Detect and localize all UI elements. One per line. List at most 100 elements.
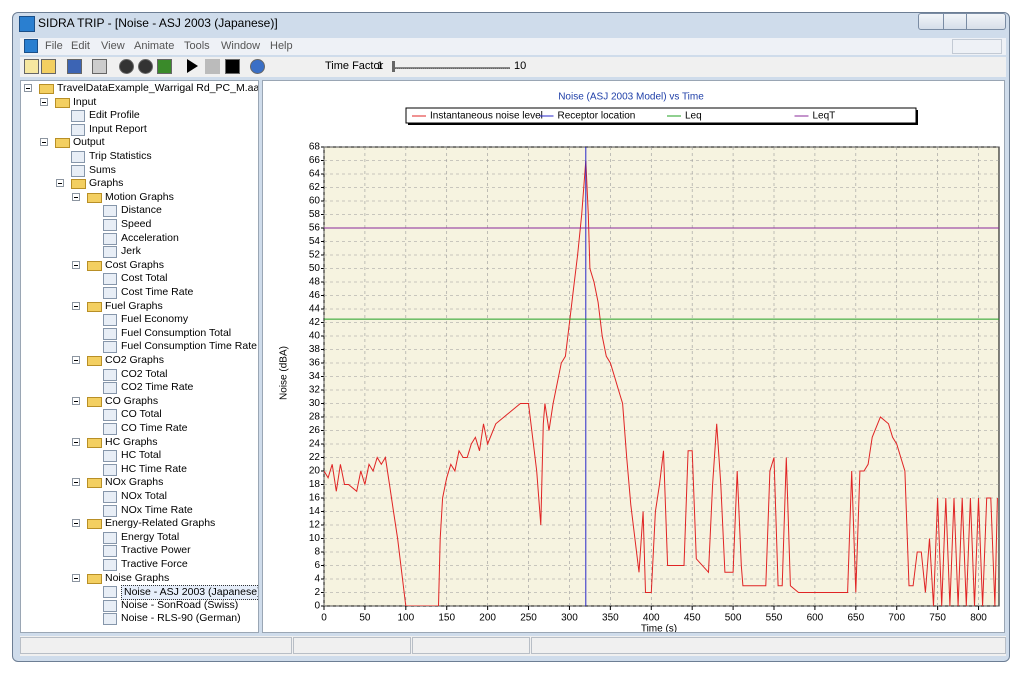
x-tick-label: 300 [561,613,578,624]
x-tick-label: 200 [479,613,496,624]
expander[interactable] [72,192,80,201]
tree-item[interactable]: Noise - RLS-90 (German) [121,612,241,625]
maximize-button[interactable] [943,13,967,30]
tree-item[interactable]: Sums [89,163,116,176]
chart-pane: Noise (ASJ 2003 Model) vs Time Time (s) … [262,80,1005,635]
tree-item[interactable]: CO2 Time Rate [121,381,194,394]
tree-item[interactable]: CO2 Total [121,367,168,380]
item-icon [103,205,117,218]
expander[interactable] [72,519,80,528]
folder-icon [87,519,102,530]
tree-item[interactable]: Motion Graphs [105,190,174,203]
tree-item[interactable]: CO Time Rate [121,422,188,434]
tree-item[interactable]: Speed [121,218,152,230]
tree-item[interactable]: Input Report [89,122,147,135]
menu-item[interactable]: Edit [71,40,90,52]
menu-item[interactable]: Help [270,40,293,52]
stop-button[interactable] [225,59,240,74]
tree-item[interactable]: CO2 Graphs [105,354,164,366]
mdi-controls[interactable] [952,39,1002,54]
menu-item[interactable]: Animate [134,40,175,52]
minimize-button[interactable] [918,13,944,30]
tree-item[interactable]: NOx Time Rate [121,503,193,516]
tree-item[interactable]: Energy Total [121,530,180,543]
expander[interactable] [40,97,48,106]
help-button[interactable] [250,59,265,74]
open-button[interactable] [41,59,56,74]
expander[interactable] [72,478,80,487]
time-factor-slider[interactable] [392,67,510,69]
tree-item[interactable]: Graphs [89,177,124,190]
tree-item[interactable]: TravelDataExample_Warrigal Rd_PC_M.aam [57,82,259,94]
tree-item[interactable]: Noise - ASJ 2003 (Japanese) [121,585,258,601]
tree-item[interactable]: Input [73,95,97,108]
expander[interactable] [40,138,48,147]
tree-item[interactable]: Tractive Force [121,558,188,570]
x-tick-label: 750 [929,613,946,624]
y-tick-label: 12 [309,520,321,531]
expander[interactable] [72,437,80,446]
y-tick-label: 50 [309,263,321,274]
print-button[interactable] [92,59,107,74]
menu-item[interactable]: Tools [184,40,210,52]
tree-item[interactable]: HC Time Rate [121,462,187,475]
tree-item[interactable]: Cost Graphs [105,258,164,271]
tree-item[interactable]: Output [73,136,105,149]
tree-item[interactable]: NOx Total [121,490,167,502]
close-button[interactable] [966,13,1006,30]
item-icon [103,559,117,571]
item-icon [103,232,117,245]
item-icon [71,151,85,163]
folder-icon [71,179,86,190]
tool-button[interactable] [138,59,153,74]
tree-item[interactable]: Tractive Power [121,544,191,557]
expander[interactable] [72,356,80,364]
y-tick-label: 8 [314,547,320,558]
expander[interactable] [72,301,80,310]
tree-item[interactable]: Energy-Related Graphs [105,517,216,530]
tool-button[interactable] [119,59,134,74]
expander[interactable] [72,396,80,405]
tool-button[interactable] [157,59,172,74]
y-tick-label: 0 [314,601,320,612]
item-icon [103,409,117,422]
expander[interactable] [72,260,80,269]
y-tick-label: 58 [309,209,321,220]
x-tick-label: 250 [520,613,537,624]
tree-item[interactable]: HC Graphs [105,435,158,448]
tree-item[interactable]: Noise Graphs [105,571,170,584]
tree-item[interactable]: Jerk [121,245,141,258]
menu-item[interactable]: View [101,40,125,52]
tree-item[interactable]: NOx Graphs [105,476,164,489]
pause-button[interactable] [205,59,220,74]
expander[interactable] [24,84,32,92]
tree-item[interactable]: Fuel Consumption Time Rate [121,340,257,353]
tree-item[interactable]: Fuel Economy [121,313,189,326]
tree-item[interactable]: Noise - SonRoad (Swiss) [121,598,239,611]
y-tick-label: 46 [309,290,321,301]
tree-item[interactable]: Trip Statistics [89,150,152,162]
play-button[interactable] [187,59,198,73]
y-tick-label: 56 [309,223,321,234]
tree-item[interactable]: HC Total [121,449,162,462]
tree-item[interactable]: Cost Total [121,272,168,285]
tree-item[interactable]: Edit Profile [89,109,140,122]
tree-item[interactable]: Fuel Graphs [105,299,163,312]
slider-thumb[interactable] [392,61,395,72]
expander[interactable] [72,573,80,582]
item-icon [103,463,117,476]
tree-item[interactable]: Cost Time Rate [121,286,194,298]
tree-item[interactable]: CO Total [121,408,162,421]
menu-item[interactable]: File [45,40,63,52]
tree-item[interactable]: Fuel Consumption Total [121,326,232,339]
tree-item[interactable]: Distance [121,204,162,217]
tree-item[interactable]: CO Graphs [105,394,159,407]
y-tick-label: 2 [314,587,320,598]
expander[interactable] [56,179,64,188]
menu-item[interactable]: Window [221,40,261,52]
x-tick-label: 600 [807,613,824,624]
save-button[interactable] [67,59,82,74]
tree-item[interactable]: Acceleration [121,231,179,244]
new-button[interactable] [24,59,39,74]
